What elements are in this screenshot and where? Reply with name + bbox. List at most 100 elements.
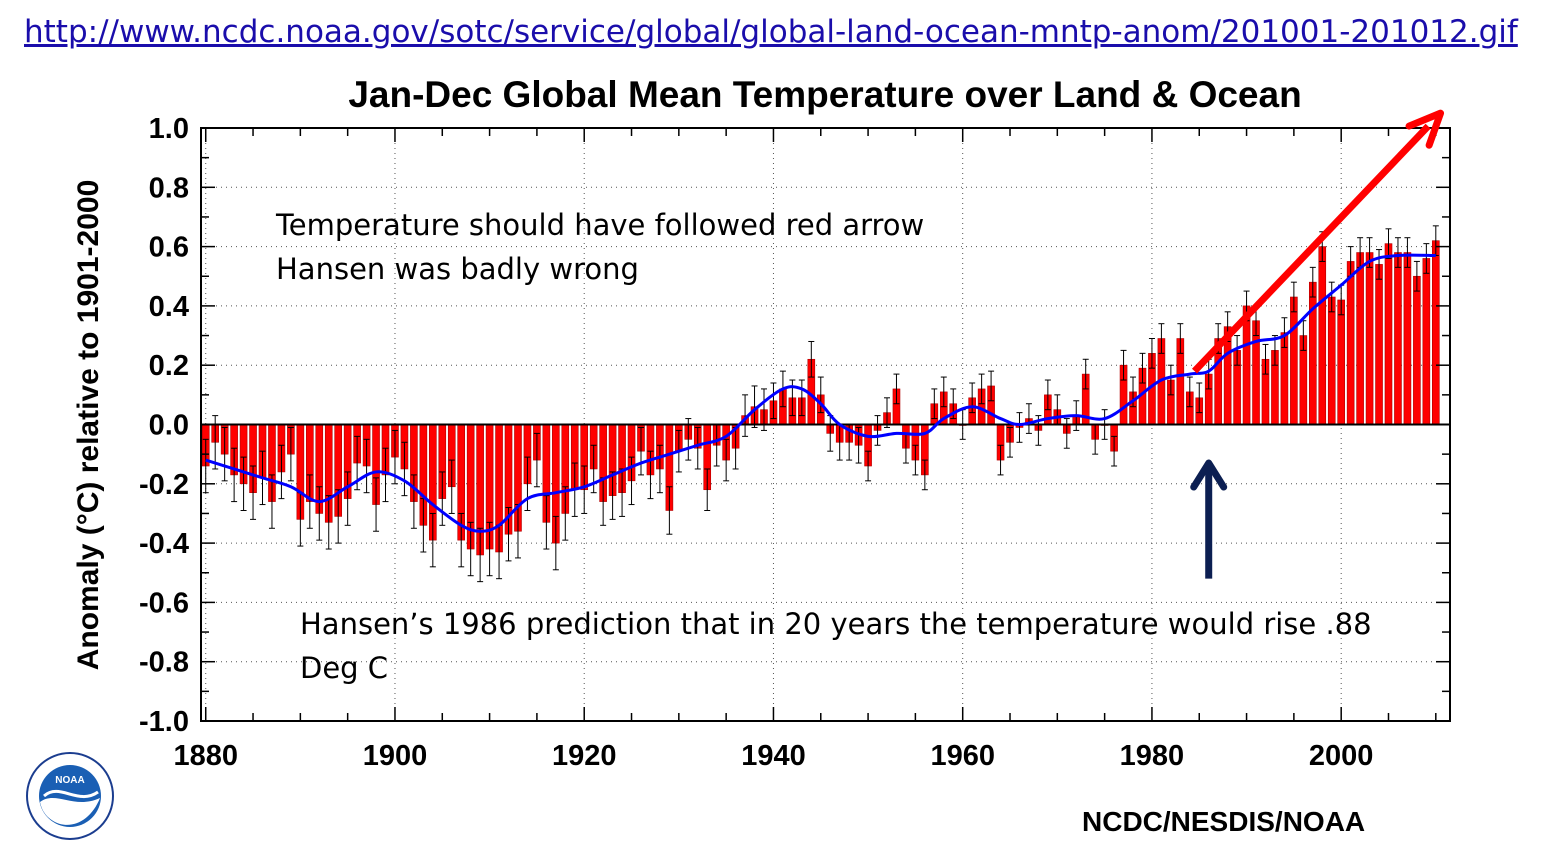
error-bar-1905 [439,471,446,526]
error-bar-2007 [1404,237,1411,268]
smoothed-trend-line [205,253,1436,533]
error-bar-1893 [325,495,332,550]
error-bar-1956 [921,459,928,491]
error-bar-1904 [429,512,436,568]
error-bar-1906 [448,459,455,514]
x-tick-label: 1920 [552,740,617,772]
annotation-red-arrow: Temperature should have followed red arr… [276,208,925,242]
plot-frame [200,127,1451,722]
y-tick-label: -0.6 [139,587,189,619]
error-bar-1955 [912,444,919,476]
chart-title: Jan-Dec Global Mean Temperature over Lan… [348,74,1302,115]
error-bar-1929 [666,486,673,535]
error-bar-1915 [533,432,540,488]
error-bar-1977 [1120,349,1127,381]
error-bar-1997 [1309,266,1316,298]
error-bar-1985 [1196,382,1203,414]
y-tick-label: -0.8 [139,647,189,679]
bar-1997 [1308,281,1317,425]
bar-2008 [1413,275,1421,425]
error-bar-1907 [458,512,465,568]
error-bar-1883 [231,447,238,503]
bar-1998 [1318,246,1327,425]
y-tick-label: -0.4 [139,528,189,560]
red-arrow-shaft [1191,123,1431,374]
error-bar-2004 [1376,249,1383,280]
bar-2001 [1346,261,1355,425]
source-url-link[interactable]: http://www.ncdc.noaa.gov/sotc/service/gl… [24,14,1518,50]
bar-2003 [1365,252,1374,425]
y-tick-label: 0.0 [149,410,189,442]
error-bar-1963 [988,370,995,402]
error-bar-1908 [467,521,474,577]
error-bar-1891 [306,474,313,529]
smoothed-line-layer [205,253,1436,533]
y-tick-label: 1.0 [149,113,189,145]
error-bar-1889 [287,426,294,482]
error-bar-1965 [1007,426,1014,458]
x-tick-label: 1880 [173,740,238,772]
annotation-prediction-unit: Deg C [300,651,389,685]
bar-2000 [1337,299,1345,425]
bar-1999 [1327,296,1336,425]
error-bar-1983 [1177,323,1184,354]
error-bar-1914 [524,456,531,511]
error-bar-1920 [581,465,588,514]
error-bar-1892 [316,486,323,541]
noaa-logo: NOAA [26,752,114,840]
annotation-prediction: Hansen’s 1986 prediction that in 20 year… [300,607,1372,641]
error-bar-1901 [401,441,408,497]
error-bar-1967 [1025,403,1032,434]
error-bar-1993 [1271,335,1278,366]
error-bar-1952 [884,397,891,428]
error-bar-1999 [1328,281,1335,313]
annotation-hansen-wrong: Hansen was badly wrong [276,252,639,286]
error-bar-1969 [1044,379,1051,411]
bar-2010 [1432,240,1440,425]
x-tick-labels: 1880 1900 1920 1940 1960 1980 2000 [173,740,1373,772]
error-bar-1918 [562,486,569,541]
error-bar-1943 [798,379,805,417]
error-bar-1902 [410,474,417,529]
y-tick-label: 0.2 [149,350,189,382]
error-bar-2008 [1413,260,1420,292]
error-bar-1980 [1148,338,1155,369]
error-bar-1937 [742,394,749,437]
y-tick-label: -1.0 [139,706,189,738]
bar-2009 [1422,258,1431,425]
y-axis-label: Anomaly (°C) relative to 1901-2000 [72,180,105,671]
error-bar-1925 [628,456,635,506]
error-bar-1923 [609,471,616,520]
error-bar-1898 [373,477,380,532]
bar-2006 [1394,252,1402,425]
noaa-logo-text: NOAA [55,775,84,786]
bar-1991 [1252,320,1260,425]
error-bar-1958 [940,376,947,408]
error-bar-1933 [704,468,711,511]
error-bar-1932 [694,426,701,470]
error-bar-1917 [552,515,559,571]
y-tick-label: -0.2 [139,469,189,501]
error-bar-1953 [893,373,900,405]
x-tick-label: 1960 [930,740,995,772]
y-tick-label: 0.4 [149,291,189,323]
error-bar-1957 [931,388,938,420]
error-bar-1964 [997,444,1004,476]
y-tick-label: 0.8 [149,172,189,204]
bar-1995 [1290,296,1298,425]
error-bar-1940 [770,382,777,420]
error-bar-1926 [637,426,644,476]
error-bar-1966 [1016,412,1023,443]
error-bar-1981 [1158,323,1165,354]
error-bar-1989 [1234,335,1241,366]
bar-2005 [1384,243,1393,425]
error-bar-1984 [1186,376,1193,408]
bar-2004 [1375,264,1383,425]
error-bar-1950 [865,450,872,482]
error-bar-1982 [1167,364,1174,396]
error-bar-1992 [1262,343,1269,375]
x-tick-label: 2000 [1309,740,1374,772]
error-bar-1899 [382,447,389,503]
error-bar-1928 [656,444,663,494]
up-arrow-head [1190,459,1228,491]
